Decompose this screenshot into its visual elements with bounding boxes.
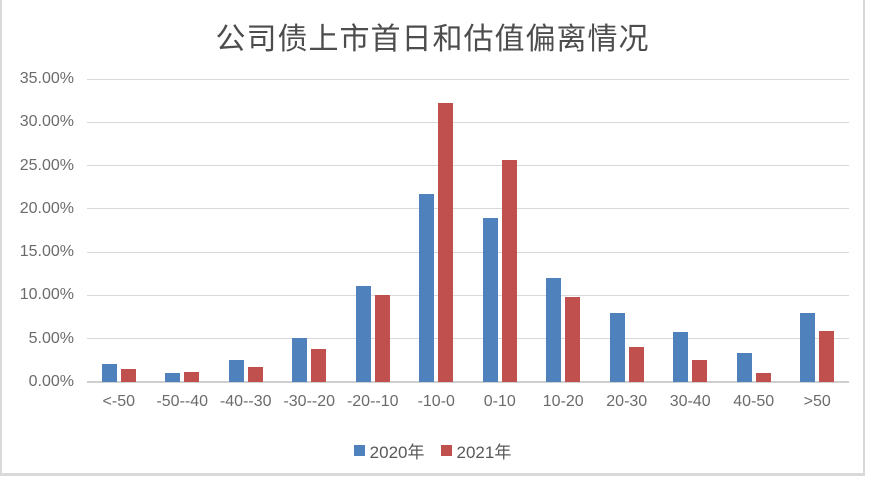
- x-axis-line: [87, 381, 849, 383]
- gridline: [87, 121, 849, 123]
- x-tick-label: 40-50: [733, 393, 775, 410]
- x-tick-label: 0-10: [483, 393, 516, 410]
- bar-2020年: [800, 312, 816, 382]
- x-tick-label: 30-40: [669, 393, 711, 410]
- y-tick-label: 15.00%: [19, 243, 74, 261]
- plot-area: [87, 78, 849, 383]
- gridline: [87, 78, 849, 80]
- bar-2021年: [565, 297, 581, 382]
- legend-label: 2020年: [369, 443, 425, 462]
- y-tick-label: 5.00%: [28, 329, 74, 347]
- category-slot: [278, 79, 342, 382]
- bar-2021年: [120, 369, 136, 382]
- y-tick-label: 35.00%: [19, 70, 74, 87]
- category-slot: [405, 79, 469, 382]
- bars-layer: [87, 79, 849, 382]
- legend-swatch-icon: [440, 445, 452, 456]
- category-slot: [214, 79, 278, 382]
- bar-2020年: [165, 373, 181, 382]
- bar-2020年: [355, 285, 371, 382]
- bar-2021年: [755, 373, 771, 382]
- y-tick-label: 10.00%: [19, 286, 74, 304]
- x-tick-label: 20-30: [606, 393, 648, 410]
- category-slot: [532, 79, 596, 382]
- bar-2020年: [736, 352, 752, 382]
- y-axis: 0.00% 5.00% 10.00% 15.00% 20.00% 25.00% 30.00%…: [2, 70, 74, 390]
- x-axis: <-50 -50--40 -40--30 -30--20 -20--10 -10-0 0-1…: [87, 393, 849, 411]
- y-tick-label: 20.00%: [19, 199, 74, 217]
- bar-2021年: [438, 103, 454, 382]
- category-slot: [722, 79, 786, 382]
- bar-2021年: [501, 159, 517, 382]
- category-slot: [87, 79, 151, 382]
- bar-2020年: [419, 194, 435, 382]
- x-tick-label: -40--30: [219, 393, 272, 410]
- gridline: [87, 294, 849, 296]
- x-tick-label: 10-20: [542, 393, 584, 410]
- x-tick-label: >50: [803, 393, 831, 410]
- x-tick-label: -30--20: [283, 393, 336, 410]
- y-tick-label: 0.00%: [28, 373, 74, 390]
- bar-2021年: [692, 359, 708, 382]
- bar-2021年: [311, 349, 327, 382]
- gridline: [87, 208, 849, 210]
- legend-item-2021年: 2021年: [440, 438, 512, 463]
- legend-label: 2021年: [456, 443, 512, 462]
- bar-2020年: [101, 363, 117, 382]
- gridline: [87, 165, 849, 167]
- gridline: [87, 338, 849, 340]
- legend-item-2020年: 2020年: [353, 438, 425, 463]
- bar-2020年: [482, 218, 498, 382]
- bar-2020年: [546, 278, 562, 382]
- bar-2020年: [609, 312, 625, 382]
- legend-swatch-icon: [353, 445, 365, 456]
- chart-title: 公司债上市首日和估值偏离情况: [215, 23, 650, 56]
- bar-2021年: [247, 367, 263, 382]
- bar-2021年: [628, 346, 644, 382]
- bar-2020年: [673, 331, 689, 382]
- x-tick-label: -50--40: [156, 393, 209, 410]
- legend: 2020年 2021年: [2, 438, 863, 463]
- category-slot: [341, 79, 405, 382]
- bar-2021年: [184, 371, 200, 382]
- gridline: [87, 251, 849, 253]
- y-tick-label: 30.00%: [19, 113, 74, 131]
- x-tick-label: -10-0: [417, 393, 455, 410]
- category-slot: [468, 79, 532, 382]
- category-slot: [151, 79, 215, 382]
- category-slot: [786, 79, 850, 382]
- bar-2021年: [374, 294, 390, 382]
- bar-2021年: [819, 330, 835, 382]
- category-slot: [659, 79, 723, 382]
- category-slot: [595, 79, 659, 382]
- x-tick-label: <-50: [102, 393, 135, 410]
- bar-2020年: [292, 337, 308, 382]
- x-tick-label: -20--10: [346, 393, 399, 410]
- y-tick-label: 25.00%: [19, 156, 74, 174]
- bar-2020年: [228, 359, 244, 382]
